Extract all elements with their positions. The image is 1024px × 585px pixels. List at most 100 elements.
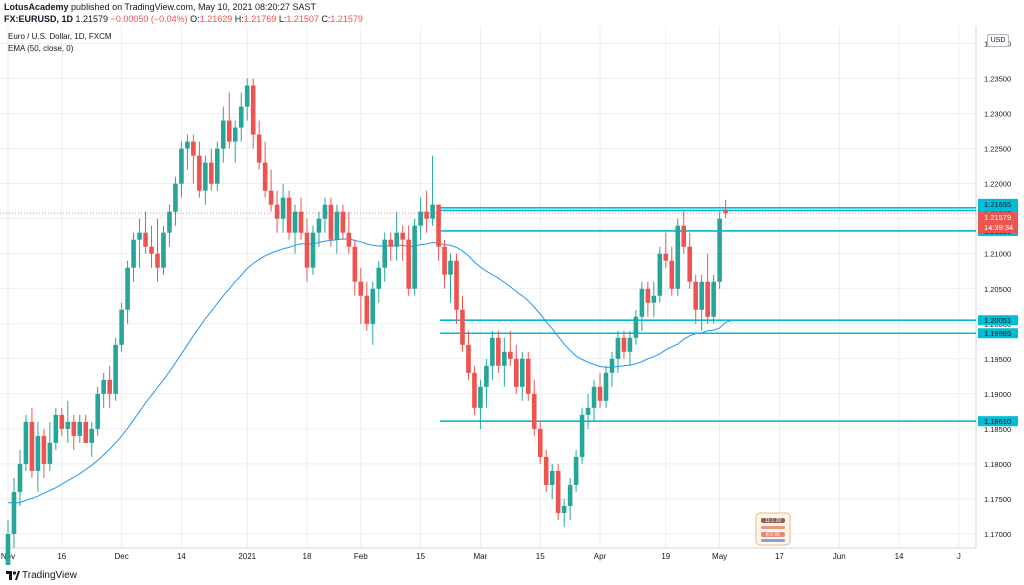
bar-countdown-label: 14:39:34 [984, 223, 1013, 232]
candle-body [185, 141, 190, 149]
x-tick-label: 16 [57, 552, 66, 561]
candle-body [484, 365, 489, 387]
candle-body [508, 351, 513, 359]
candle-body [370, 288, 376, 324]
candle-body [519, 358, 525, 387]
footer-brand[interactable]: TradingView [22, 570, 78, 581]
candle-body [280, 197, 286, 219]
candle-body [41, 435, 47, 464]
publish-info: LotusAcademy published on TradingView.co… [4, 2, 316, 12]
chart-legend-indicator[interactable]: EMA (50, close, 0) [8, 44, 74, 53]
candle-body [203, 162, 208, 191]
y-tick-label: 1.22500 [984, 145, 1011, 154]
candle-body [155, 253, 160, 268]
candle-body [292, 211, 298, 233]
candle-body [298, 211, 304, 233]
x-tick-label: Mar [474, 552, 488, 561]
y-tick-label: 1.18000 [984, 460, 1011, 469]
x-tick-label: 17 [775, 552, 784, 561]
candle-body [657, 253, 663, 296]
candle-body [412, 225, 417, 289]
candle-body [316, 218, 322, 233]
candle-body [639, 288, 645, 317]
last-price-label: 1.21579 [984, 213, 1011, 222]
high-value: 1.21769 [243, 14, 277, 24]
candle-body [262, 162, 268, 191]
candle-body [669, 260, 675, 289]
candle-body [65, 421, 71, 429]
candle-body [615, 337, 621, 359]
candle-body [83, 421, 89, 443]
candle-body [340, 211, 346, 233]
candle-body [448, 260, 453, 275]
candle-body [705, 281, 710, 317]
open-label: O: [190, 14, 200, 24]
currency-button[interactable]: USD [987, 34, 1009, 47]
y-tick-label: 1.23000 [984, 110, 1011, 119]
y-tick-label: 1.20500 [984, 285, 1011, 294]
candle-body [579, 414, 585, 457]
candle-body [77, 421, 83, 436]
x-tick-label: 14 [895, 552, 904, 561]
candle-body [502, 351, 507, 366]
candle-body [53, 414, 59, 443]
candle-body [11, 491, 17, 534]
candle-body [59, 414, 65, 429]
candle-body [675, 225, 681, 289]
candle-body [101, 379, 106, 394]
candle-body [567, 484, 573, 506]
candle-body [454, 260, 459, 310]
candle-body [603, 372, 609, 401]
candle-body [478, 386, 483, 408]
x-tick-label: 18 [303, 552, 312, 561]
candle-body [268, 190, 274, 205]
candle-body [17, 463, 23, 492]
candle-body [179, 148, 184, 184]
candle-body [490, 337, 495, 366]
candle-body [633, 316, 639, 338]
y-tick-label: 1.22000 [984, 180, 1011, 189]
candle-body [197, 155, 202, 191]
candle-body [514, 358, 519, 387]
candle-body [555, 470, 561, 513]
candle-body [693, 281, 698, 310]
candle-body [681, 225, 687, 247]
price-chart[interactable]: 1.17000 1.17500 1.18000 1.18500 1.19000 1.195… [0, 26, 1024, 572]
x-tick-label: Dec [115, 552, 129, 561]
candle-body [167, 211, 172, 233]
candle-body [161, 232, 166, 268]
candle-body [400, 232, 405, 240]
candle-body [358, 281, 364, 296]
candle-body [304, 232, 310, 268]
chart-panel[interactable]: 1.17000 1.17500 1.18000 1.18500 1.19000 1.195… [0, 26, 1024, 572]
candle-body [717, 218, 722, 282]
candle-body [687, 246, 693, 282]
candle-body [346, 232, 352, 247]
candle-body [543, 456, 549, 485]
x-tick-label: May [712, 552, 727, 561]
x-tick-label: Feb [354, 552, 368, 561]
candle-body [621, 337, 627, 352]
svg-text:11:1 20: 11:1 20 [765, 518, 782, 524]
candle-body [651, 295, 657, 303]
symbol-info: FX:EURUSD, 1D 1.21579 −0.00050 (−0.04%) … [4, 14, 363, 24]
x-tick-label: 14 [177, 552, 186, 561]
candle-body [191, 141, 196, 156]
y-tick-label: 1.18500 [984, 425, 1011, 434]
x-tick-label: 2021 [238, 552, 256, 561]
candle-body [591, 386, 597, 408]
candle-body [388, 239, 394, 247]
candle-body [573, 456, 579, 485]
candle-body [256, 134, 262, 163]
last-price-text: 1.21579 [75, 14, 109, 24]
candle-body [436, 204, 441, 247]
author-name[interactable]: LotusAcademy [4, 2, 69, 12]
candle-body [328, 204, 334, 240]
candle-body [442, 246, 447, 275]
candle-body [238, 106, 244, 128]
close-value: 1.21579 [330, 14, 363, 24]
candle-body [173, 183, 178, 212]
candle-body [645, 288, 651, 303]
low-label: L: [278, 14, 287, 24]
level-price-label: 1.19865 [984, 329, 1011, 338]
